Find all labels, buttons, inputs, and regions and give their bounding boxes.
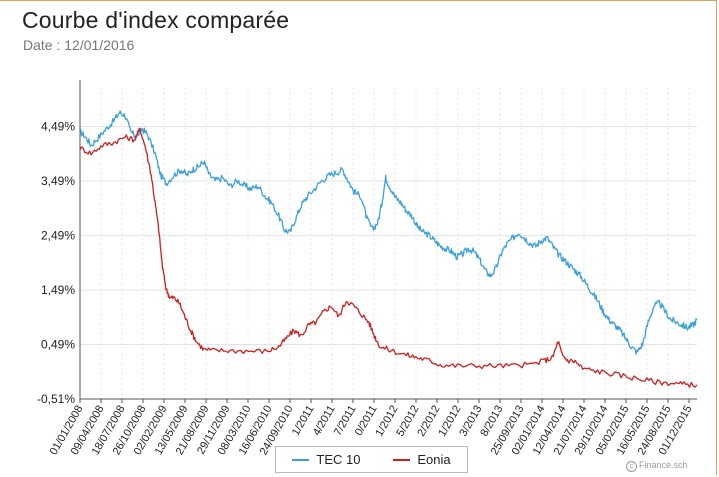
series-group — [79, 110, 698, 388]
y-tick-label: -0,51% — [37, 392, 75, 406]
legend-item-tec10[interactable]: TEC 10 — [292, 452, 360, 467]
series-line-tec-10 — [79, 110, 698, 355]
y-tick-label: 4,49% — [41, 120, 75, 134]
y-tick-label: 1,49% — [41, 283, 75, 297]
y-axis: -0,51% 0,49% 1,49% 2,49% 3,49% 4,49% — [37, 80, 81, 406]
copyright-icon: c — [626, 461, 637, 472]
series-line-eonia — [79, 127, 698, 388]
chart-title: Courbe d'index comparée — [22, 7, 290, 33]
y-tick-label: 2,49% — [41, 229, 75, 243]
grid — [79, 88, 697, 400]
y-tick-label: 3,49% — [41, 174, 75, 188]
legend-swatch-tec10 — [292, 458, 310, 461]
legend-item-eonia[interactable]: Eonia — [393, 452, 451, 467]
legend-label-eonia: Eonia — [417, 452, 451, 467]
credit-text: Finance.sch — [639, 460, 688, 470]
legend-label-tec10: TEC 10 — [316, 452, 361, 467]
chart-subtitle: Date : 12/01/2016 — [23, 37, 135, 53]
legend-swatch-eonia — [393, 458, 411, 461]
y-tick-label: 0,49% — [41, 338, 75, 352]
credit: c Finance.sch — [626, 460, 688, 472]
legend: TEC 10 Eonia — [275, 446, 468, 473]
